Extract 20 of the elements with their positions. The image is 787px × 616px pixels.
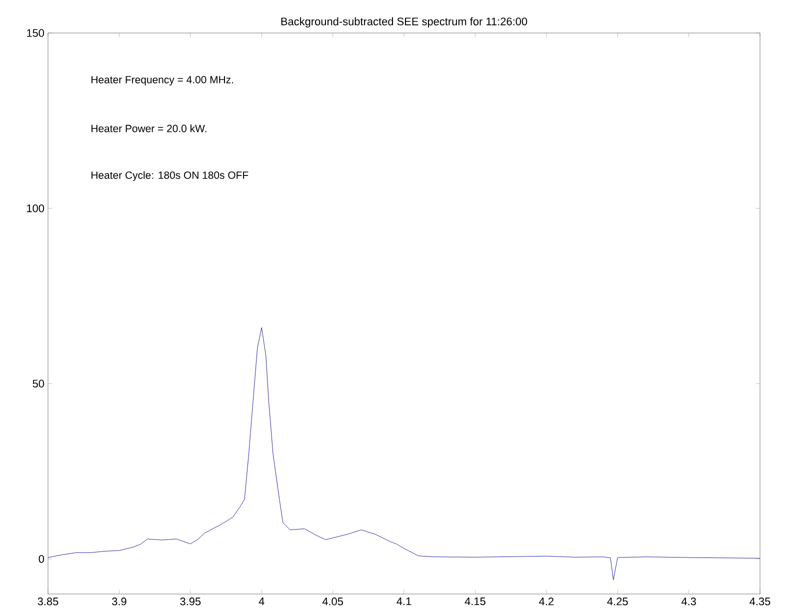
y-tick-label: 150 xyxy=(27,29,44,37)
x-tick-label: 4.05 xyxy=(322,598,343,606)
annotation: Heater Cycle: 180s ON 180s OFF xyxy=(92,171,248,181)
x-tick-label: 4.15 xyxy=(464,598,486,606)
y-tick-label: 100 xyxy=(27,204,44,212)
x-tick-label: 4 xyxy=(258,598,264,606)
annotation: Heater Power = 20.0 kW. xyxy=(92,124,206,132)
annotation: Heater Frequency = 4.00 MHz. xyxy=(92,76,234,86)
x-tick-label: 4.2 xyxy=(539,598,554,606)
line-series xyxy=(48,327,760,580)
chart-title: Background-subtracted SEE spectrum for 11:26:00 xyxy=(281,17,528,28)
x-tick-label: 4.25 xyxy=(607,598,628,606)
x-tick-label: 4.35 xyxy=(750,598,770,606)
x-tick-label: 3.9 xyxy=(112,598,126,606)
y-tick-label: 50 xyxy=(32,380,44,388)
x-tick-label: 4.3 xyxy=(681,598,696,606)
y-tick-label: 0 xyxy=(38,555,44,563)
x-tick-label: 4.1 xyxy=(396,598,412,606)
x-tick-label: 3.85 xyxy=(38,598,58,606)
x-tick-label: 3.95 xyxy=(180,598,201,606)
